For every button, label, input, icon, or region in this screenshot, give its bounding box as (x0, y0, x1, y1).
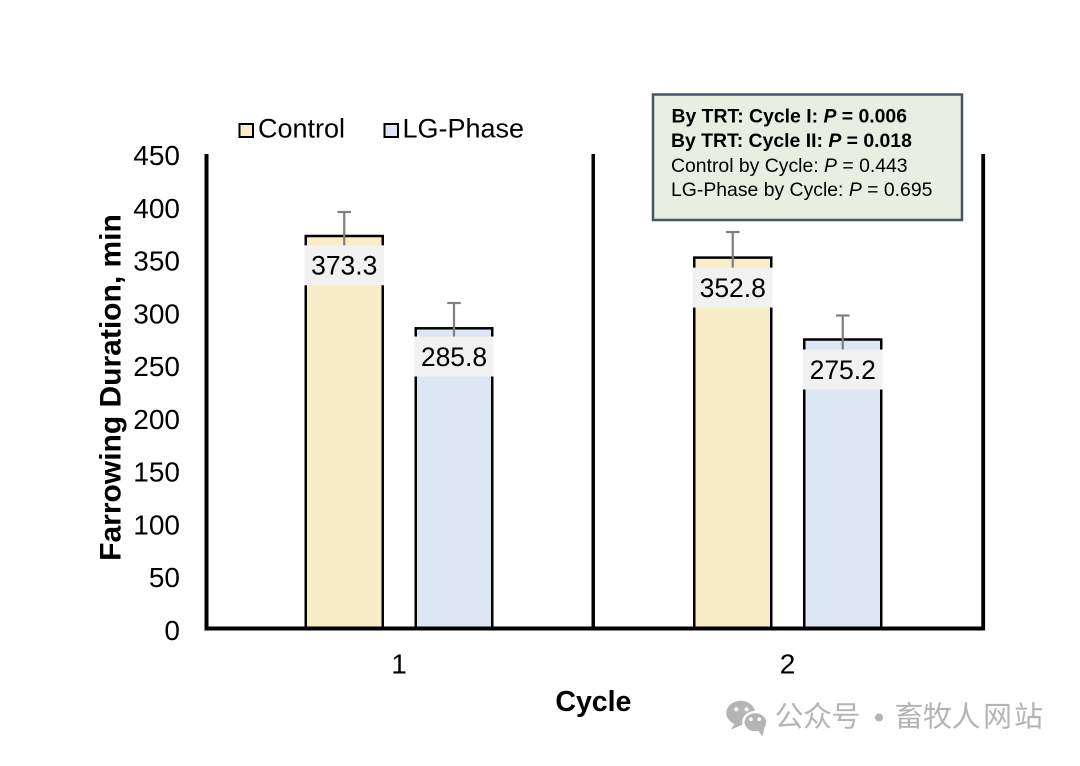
svg-text:By TRT: Cycle II: P = 0.018: By TRT: Cycle II: P = 0.018 (671, 130, 912, 152)
svg-text:300: 300 (133, 298, 180, 329)
svg-text:285.8: 285.8 (421, 342, 487, 372)
svg-text:1: 1 (391, 649, 407, 680)
svg-text:Farrowing Duration, min: Farrowing Duration, min (95, 214, 128, 561)
svg-text:150: 150 (133, 457, 180, 488)
svg-text:LG-Phase: LG-Phase (403, 114, 525, 144)
svg-text:250: 250 (133, 351, 180, 382)
svg-text:350: 350 (133, 246, 180, 277)
svg-text:LG-Phase by Cycle: P = 0.695: LG-Phase by Cycle: P = 0.695 (671, 179, 932, 201)
svg-text:400: 400 (133, 193, 180, 224)
svg-text:200: 200 (133, 404, 180, 435)
svg-text:373.3: 373.3 (311, 251, 377, 281)
svg-text:Control: Control (258, 114, 345, 144)
svg-text:By TRT: Cycle I: P = 0.006: By TRT: Cycle I: P = 0.006 (672, 106, 908, 128)
svg-text:450: 450 (133, 140, 180, 171)
svg-text:100: 100 (133, 509, 180, 540)
svg-text:50: 50 (149, 562, 180, 593)
svg-text:Cycle: Cycle (555, 686, 631, 718)
svg-text:2: 2 (780, 649, 796, 680)
svg-text:275.2: 275.2 (810, 355, 876, 385)
svg-text:Control by Cycle: P = 0.443: Control by Cycle: P = 0.443 (671, 155, 908, 177)
svg-text:352.8: 352.8 (700, 273, 766, 303)
svg-text:0: 0 (164, 615, 180, 646)
